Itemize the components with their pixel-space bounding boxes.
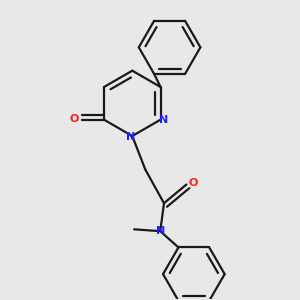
Text: N: N bbox=[159, 115, 168, 125]
Text: O: O bbox=[188, 178, 198, 188]
Text: O: O bbox=[69, 114, 79, 124]
Text: N: N bbox=[156, 226, 165, 236]
Text: N: N bbox=[126, 132, 135, 142]
